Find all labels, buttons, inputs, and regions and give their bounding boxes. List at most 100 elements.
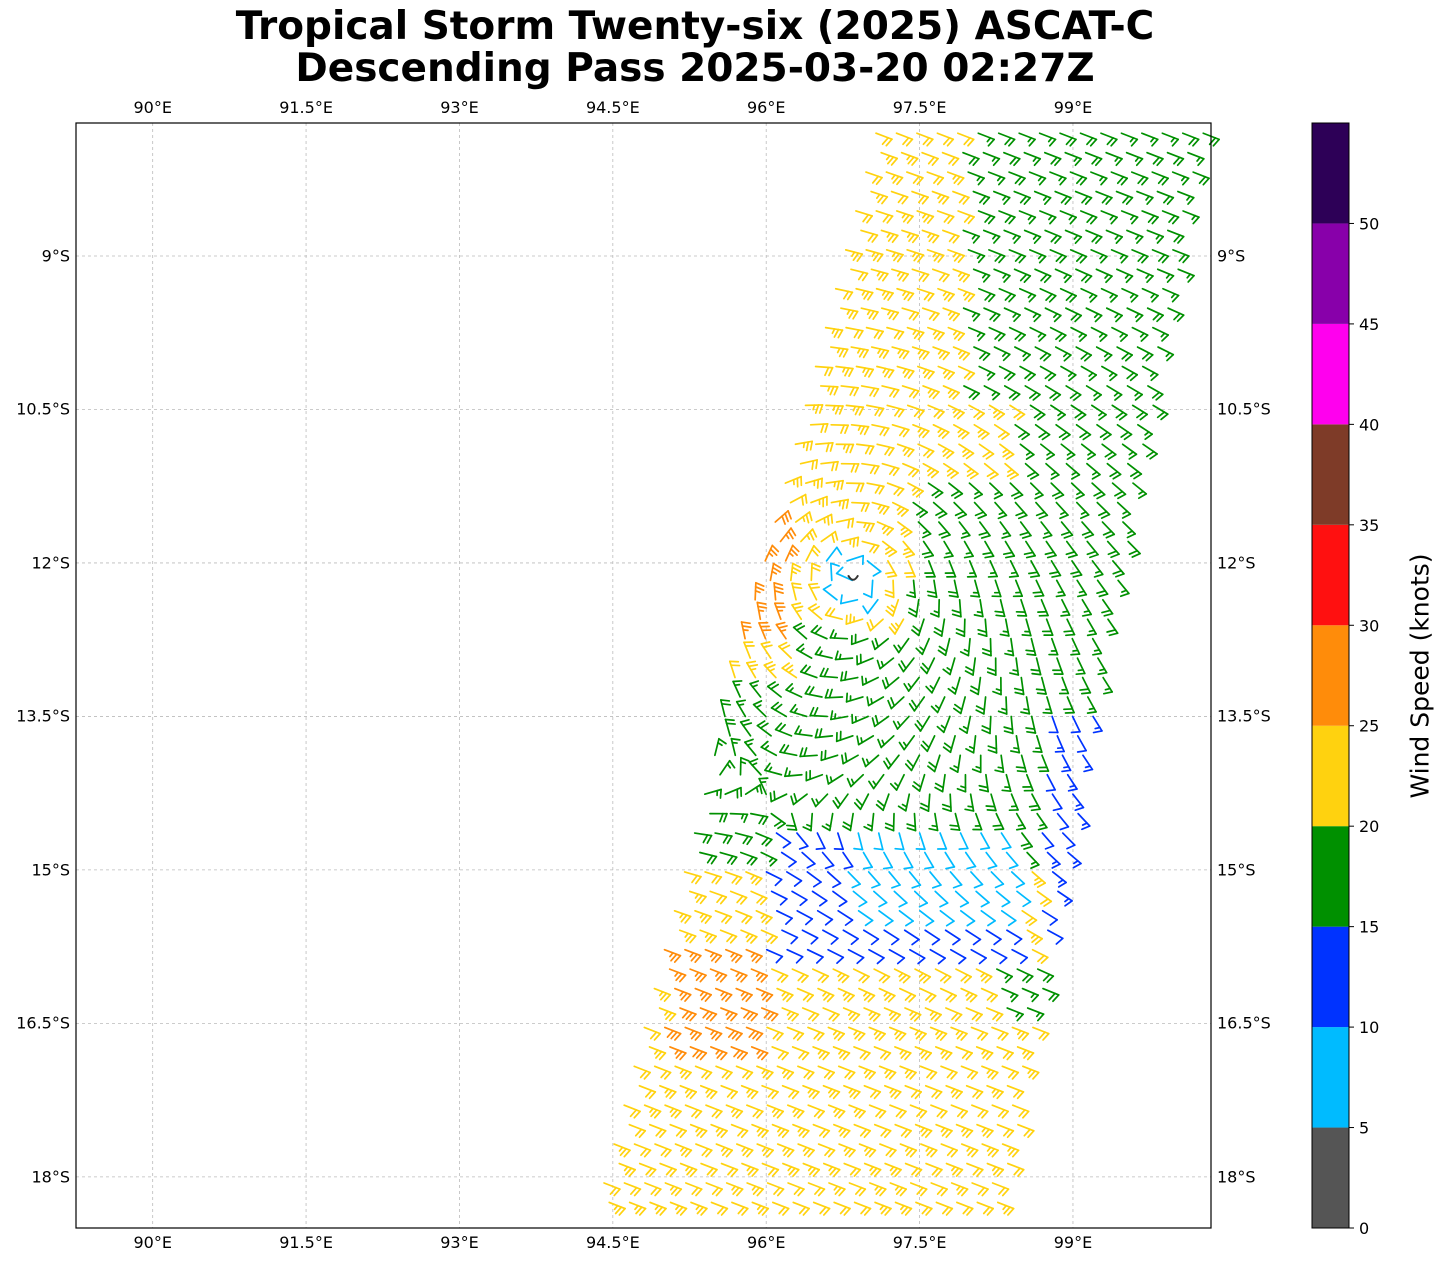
wind-barb [962, 307, 981, 322]
wind-barb [771, 1046, 789, 1061]
wind-barb-staff [1014, 579, 1024, 597]
wind-barb [802, 1162, 821, 1177]
wind-barb [1020, 832, 1034, 850]
wind-barb-staff [941, 151, 960, 160]
wind-barb [1063, 618, 1076, 637]
wind-barb [1010, 735, 1021, 754]
wind-barb-feather [1022, 352, 1028, 358]
wind-barb-feather [1117, 493, 1127, 500]
wind-barb [1080, 365, 1098, 382]
wind-barb-feather [1037, 413, 1046, 421]
wind-barb [653, 987, 672, 1002]
wind-barb-feather [1015, 1011, 1021, 1018]
wind-barb-feather [1025, 727, 1036, 730]
wind-barb-feather [730, 1013, 738, 1022]
wind-barb-feather [871, 640, 876, 651]
wind-barb-feather [814, 626, 822, 635]
wind-barb [815, 441, 834, 453]
wind-barb-feather [1128, 549, 1139, 556]
wind-barb-feather [1186, 273, 1192, 279]
wind-barb-staff [1085, 385, 1102, 396]
wind-barb [1008, 326, 1026, 342]
wind-barb-feather [942, 368, 948, 375]
wind-barb-feather [1017, 1168, 1025, 1177]
wind-barb-feather [867, 823, 874, 828]
wind-barb-staff [985, 851, 998, 867]
wind-barb-feather [986, 671, 997, 676]
wind-barb-feather [942, 196, 950, 205]
wind-barb-staff [983, 307, 1001, 316]
wind-barb-feather [1018, 334, 1026, 342]
wind-barb-feather [888, 466, 896, 476]
wind-barb [883, 929, 900, 946]
wind-barb-feather [720, 1146, 726, 1152]
wind-barb [846, 554, 865, 566]
wind-barb-feather [808, 686, 815, 696]
wind-barb-feather [1089, 553, 1099, 559]
wind-barb-feather [1115, 314, 1123, 323]
wind-barb-feather [919, 511, 929, 519]
wind-barb [963, 385, 981, 401]
wind-barb [886, 482, 905, 497]
wind-barb-staff [917, 521, 932, 535]
wind-barb [906, 171, 924, 186]
wind-barb-feather [765, 838, 773, 847]
wind-barb-feather [684, 1149, 693, 1158]
wind-barb-feather [979, 788, 990, 793]
wind-barb [1057, 890, 1073, 907]
wind-barb [810, 562, 821, 582]
wind-barb [1037, 598, 1049, 617]
wind-barb [828, 1182, 846, 1197]
wind-barb-feather [811, 566, 821, 572]
wind-barb-staff [683, 871, 702, 878]
wind-barb-feather [1002, 353, 1011, 362]
wind-barb-feather [1092, 730, 1103, 734]
wind-barb-feather [1168, 214, 1176, 223]
wind-barb-staff [995, 735, 998, 754]
wind-barb-feather [720, 991, 725, 997]
wind-barb-feather [980, 972, 986, 978]
wind-barb-feather [1038, 431, 1048, 438]
wind-barb-feather [954, 510, 965, 517]
wind-barb [840, 462, 860, 473]
wind-barb [807, 1104, 825, 1119]
wind-barb-feather [864, 919, 874, 927]
wind-barb [821, 851, 835, 870]
wind-barb [1090, 404, 1107, 421]
wind-barb-staff [1116, 268, 1134, 277]
wind-barb-feather [1134, 156, 1140, 162]
wind-barb-feather [714, 1032, 723, 1041]
wind-barb-feather [1013, 1167, 1021, 1176]
wind-barb [917, 521, 932, 539]
wind-barb-feather [1115, 411, 1125, 419]
wind-barb [867, 871, 881, 889]
wind-barb-feather [1002, 351, 1008, 357]
wind-barb-staff [1004, 618, 1010, 637]
wind-barb [765, 871, 783, 887]
wind-barb [744, 784, 763, 796]
wind-barb-staff [927, 560, 936, 578]
wind-barb-feather [948, 233, 956, 243]
wind-barb [1035, 501, 1049, 520]
wind-barb-feather [1061, 433, 1071, 441]
wind-barb-feather [914, 723, 922, 732]
wind-barb-feather [1155, 234, 1161, 240]
wind-barb-feather [1033, 879, 1043, 886]
wind-barb-feather [888, 626, 896, 635]
wind-barb-feather [1065, 551, 1076, 556]
wind-barb-feather [892, 720, 899, 730]
wind-barb-feather [1012, 393, 1021, 401]
wind-barb-feather [1104, 451, 1114, 458]
wind-barb-feather [980, 1032, 989, 1041]
wind-barb-feather [863, 991, 868, 997]
wind-barb [1161, 132, 1180, 147]
wind-barb-feather [936, 1109, 944, 1118]
wind-barb-staff [991, 1182, 1010, 1190]
wind-barb-feather [812, 1091, 820, 1100]
wind-barb [914, 1046, 933, 1061]
wind-barb-feather [1033, 235, 1042, 244]
wind-barb-feather [843, 1129, 851, 1139]
wind-barb-staff [709, 890, 728, 898]
wind-barb-feather [1023, 1128, 1031, 1137]
wind-barb-staff [1039, 443, 1056, 456]
